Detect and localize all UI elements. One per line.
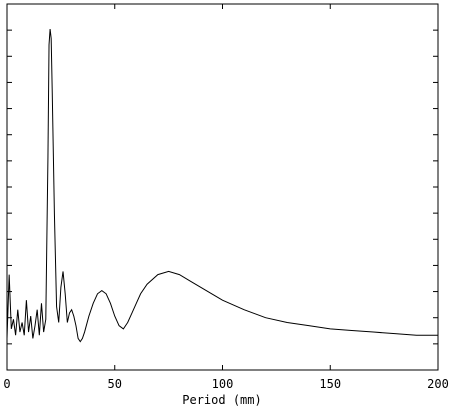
- plot-frame: [6, 3, 439, 371]
- x-axis-label: Period (mm): [182, 393, 261, 407]
- x-tick-label: 150: [319, 377, 341, 391]
- ticks-group: [6, 4, 439, 370]
- series-line: [6, 28, 438, 343]
- x-tick-labels: 0 50 100 150 200: [3, 377, 448, 391]
- x-tick-label: 200: [427, 377, 449, 391]
- x-tick-label: 0: [3, 377, 10, 391]
- x-tick-label: 100: [212, 377, 234, 391]
- x-tick-label: 50: [108, 377, 122, 391]
